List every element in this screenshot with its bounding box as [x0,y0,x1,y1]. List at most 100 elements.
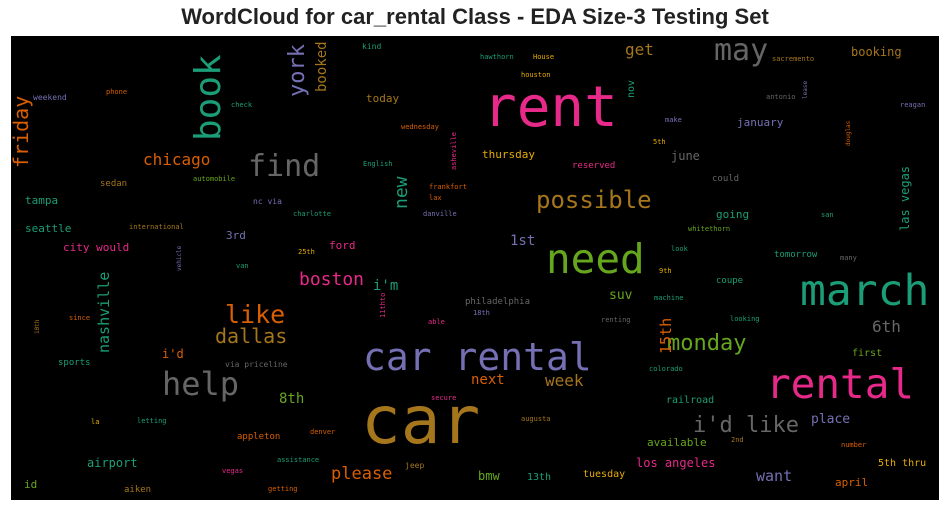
word-sacremento: sacremento [772,55,815,63]
word-first: first [852,348,883,359]
word-going: going [716,208,750,221]
word-hawthorn: hawthorn [480,53,514,61]
word-colorado: colorado [649,365,683,373]
word-week: week [545,371,584,390]
word-june: june [671,149,700,163]
word-friday: friday [11,95,33,168]
word-lax: lax [429,194,442,202]
word-new: new [391,176,412,209]
word-kind: kind [362,42,382,51]
word-march: march [800,266,930,316]
word-lease: lease [802,80,809,99]
word-danville: danville [423,210,457,218]
word-philadelphia: philadelphia [465,297,531,307]
word-monday: monday [667,331,747,356]
word-airport: airport [87,456,138,470]
word-since: since [69,314,91,322]
word-san: san [821,211,834,219]
word-25th: 25th [298,248,315,256]
word-automobile: automobile [193,175,236,183]
word-boston: boston [299,269,365,290]
word-today: today [366,92,400,105]
word-nc-via: nc via [253,197,282,206]
word-rental: rental [766,360,915,408]
word-la: la [91,418,100,426]
word-las-vegas: las vegas [898,165,912,231]
word-chicago: chicago [143,150,211,169]
word-8th: 8th [279,391,305,407]
word-aiken: aiken [124,485,152,495]
word-place: place [811,412,851,427]
word-coupe: coupe [716,276,744,286]
word-possible: possible [536,186,652,214]
word-asheville: asheville [450,132,458,170]
chart-title: WordCloud for car_rental Class - EDA Siz… [181,4,769,29]
word-1st: 1st [510,233,536,249]
word-could: could [712,174,740,184]
word-charlotte: charlotte [293,210,331,218]
word-getting: getting [268,485,298,493]
word-make: make [665,116,682,124]
word-9th: 9th [659,267,672,275]
word-get: get [625,40,654,59]
word-reagan: reagan [900,101,926,109]
word-bmw: bmw [478,469,500,483]
word-assistance: assistance [277,456,320,464]
word-house: House [533,53,555,61]
word-booking: booking [851,45,902,59]
word-15th: 15th [657,317,675,354]
word-car: car [361,382,481,459]
word-11thto: 11thto [379,292,387,318]
word-via-priceline: via priceline [225,360,288,369]
word-suv: suv [609,288,633,303]
word-id: i'd [162,347,184,361]
word-van: van [236,262,249,270]
word-18th: 18th [473,309,490,317]
word-railroad: railroad [666,395,715,406]
word-letting: letting [137,417,167,425]
word-ford: ford [329,239,356,252]
word-frankfort: frankfort [429,183,467,191]
word-like: like [225,300,286,329]
word-available: available [647,436,707,449]
word-january: january [737,116,784,129]
word-jeep: jeep [405,461,425,470]
word-13th: 13th [527,472,552,483]
word-houston: houston [521,71,551,79]
word-6th: 6th [872,317,901,336]
word-nov: nov [626,79,637,98]
word-want: want [756,467,793,485]
word-may: may [714,36,769,68]
word-city-would: city would [63,241,130,254]
word-vehicle: vehicle [176,245,183,271]
word-10th: 10th [34,319,41,334]
word-sports: sports [58,358,91,368]
word-thursday: thursday [482,148,535,161]
word-augusta: augusta [521,415,551,423]
word-booked: booked [314,41,330,92]
word-next: next [471,372,505,388]
word-looking: looking [730,315,760,323]
word-im: i'm [373,278,399,294]
word-wednesday: wednesday [401,123,439,131]
word-3rd: 3rd [226,229,246,242]
word-nashville: nashville [95,271,113,353]
word-cloud: car rent march need rental car rental book help… [11,36,939,500]
word-able: able [428,318,445,326]
word-5th-thru: 5th thru [878,458,927,469]
word-douglas: douglas [845,120,852,146]
word-machine: machine [654,294,684,302]
word-reserved: reserved [572,161,616,171]
word-weekend: weekend [33,93,67,102]
word-many: many [840,254,857,262]
word-whitethorn: whitethorn [688,225,731,233]
word-secure: secure [431,394,457,402]
word-rent: rent [483,75,618,140]
word-april: april [835,476,869,489]
word-look: look [671,245,688,253]
word-help: help [162,365,240,403]
word-car-rental: car rental [363,335,592,379]
word-antonio: antonio [766,93,796,101]
word-english: English [363,160,393,168]
word-dallas: dallas [215,324,288,348]
